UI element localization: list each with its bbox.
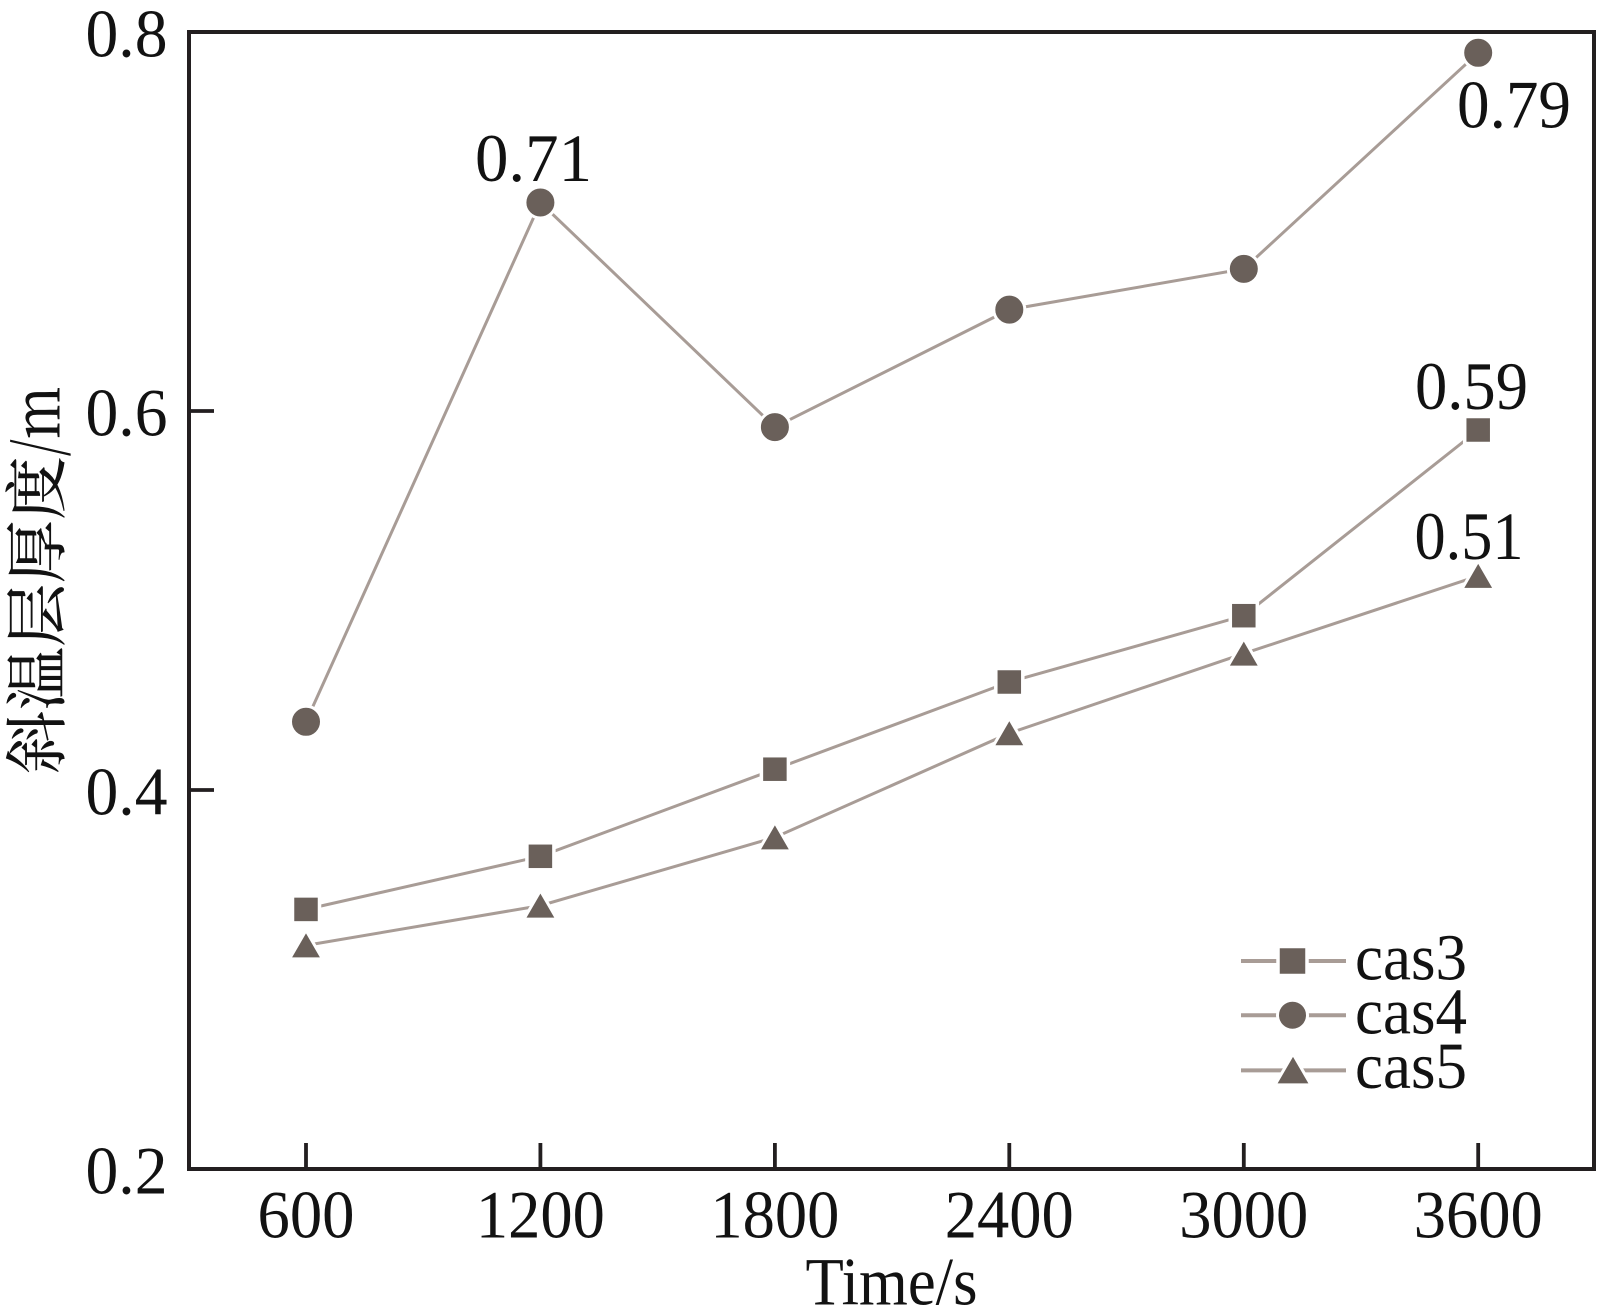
svg-text:cas4: cas4 bbox=[1355, 976, 1467, 1049]
svg-text:3000: 3000 bbox=[1179, 1176, 1308, 1252]
svg-text:1200: 1200 bbox=[476, 1176, 605, 1252]
svg-text:0.59: 0.59 bbox=[1415, 348, 1528, 424]
svg-text:1800: 1800 bbox=[710, 1176, 839, 1252]
svg-text:0.6: 0.6 bbox=[86, 375, 168, 451]
svg-text:0.71: 0.71 bbox=[475, 120, 592, 196]
svg-text:cas3: cas3 bbox=[1355, 921, 1467, 994]
svg-text:Time/s: Time/s bbox=[806, 1243, 978, 1311]
svg-text:600: 600 bbox=[258, 1176, 355, 1252]
svg-text:0.79: 0.79 bbox=[1457, 67, 1571, 143]
svg-text:0.4: 0.4 bbox=[86, 754, 168, 830]
svg-text:cas5: cas5 bbox=[1355, 1030, 1467, 1103]
svg-text:0.51: 0.51 bbox=[1415, 498, 1524, 574]
svg-text:2400: 2400 bbox=[945, 1176, 1074, 1252]
svg-text:0.8: 0.8 bbox=[86, 0, 168, 72]
svg-text:3600: 3600 bbox=[1414, 1176, 1543, 1252]
svg-text:0.2: 0.2 bbox=[86, 1133, 168, 1209]
